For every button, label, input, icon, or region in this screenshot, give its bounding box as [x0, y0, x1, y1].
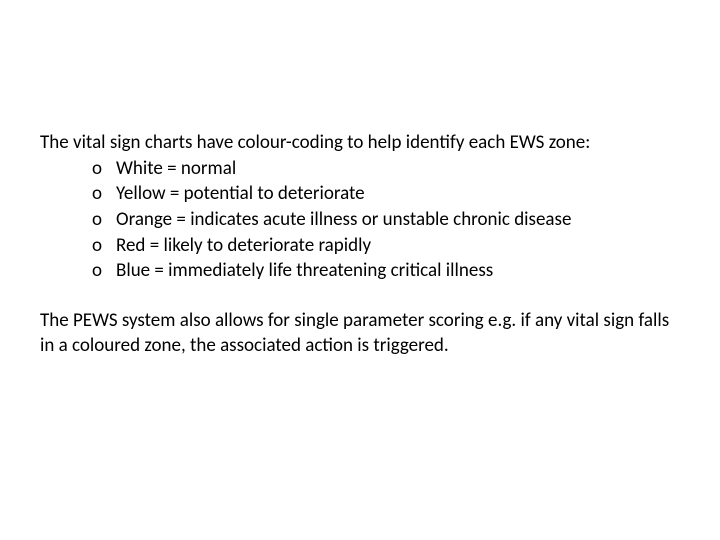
- document-body: The vital sign charts have colour-coding…: [40, 130, 680, 359]
- list-item: Blue = immediately life threatening crit…: [92, 258, 680, 284]
- list-item: White = normal: [92, 156, 680, 182]
- list-item: Yellow = potential to deteriorate: [92, 181, 680, 207]
- closing-paragraph: The PEWS system also allows for single p…: [40, 308, 680, 359]
- list-item: Red = likely to deteriorate rapidly: [92, 233, 680, 259]
- ews-zone-list: White = normal Yellow = potential to det…: [40, 156, 680, 284]
- list-item: Orange = indicates acute illness or unst…: [92, 207, 680, 233]
- intro-paragraph: The vital sign charts have colour-coding…: [40, 130, 680, 156]
- paragraph-spacer: [40, 284, 680, 308]
